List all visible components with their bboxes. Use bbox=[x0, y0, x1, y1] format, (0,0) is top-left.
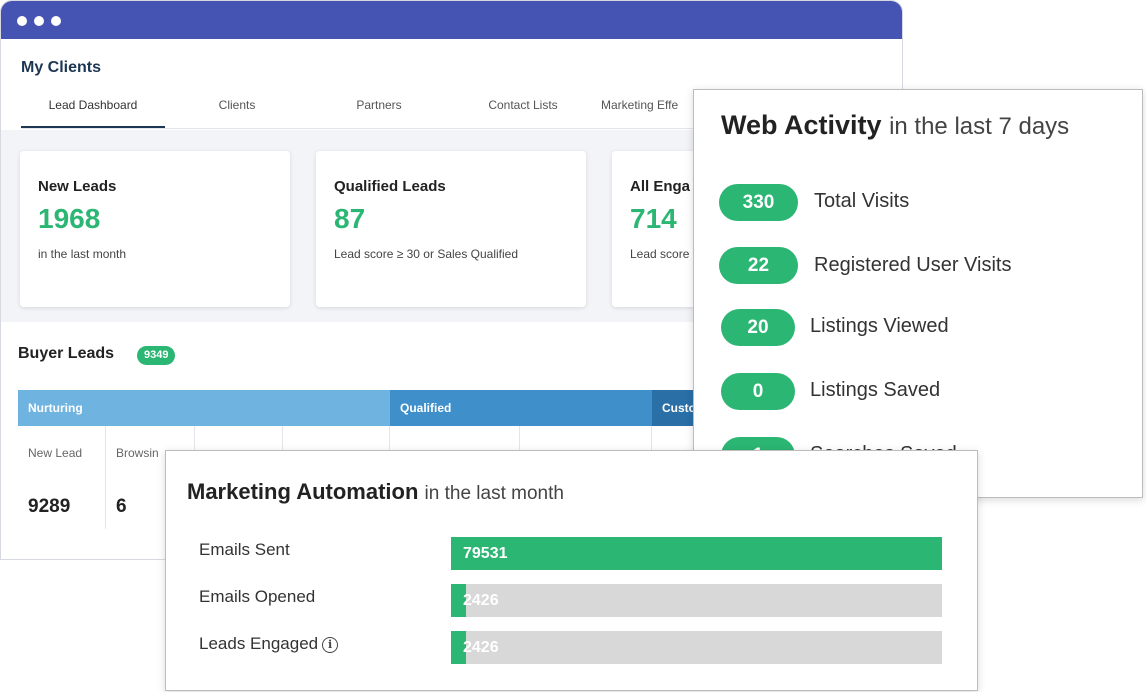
web-activity-label: Listings Viewed bbox=[810, 315, 949, 337]
active-tab-underline bbox=[21, 126, 165, 128]
kpi-value: 714 bbox=[630, 203, 677, 234]
pipeline-column-label: Browsin bbox=[116, 446, 159, 460]
pipeline-column[interactable]: New Lead 9289 bbox=[18, 426, 106, 529]
marketing-row-label: Emails Sent bbox=[199, 540, 290, 559]
web-activity-title: Web Activity in the last 7 days bbox=[721, 110, 1069, 141]
kpi-value: 87 bbox=[334, 203, 366, 234]
marketing-bar-track: 79531 bbox=[451, 537, 942, 570]
web-activity-label: Registered User Visits bbox=[814, 254, 1012, 276]
marketing-bar-track: 2426 bbox=[451, 631, 942, 664]
pipeline-column-value: 6 bbox=[116, 496, 127, 517]
marketing-automation-title: Marketing Automation in the last month bbox=[187, 479, 564, 505]
kpi-label: Qualified Leads bbox=[334, 178, 446, 195]
web-activity-count-pill: 22 bbox=[719, 247, 798, 284]
marketing-row-label-wrap: Leads Engaged i bbox=[199, 634, 339, 654]
web-activity-title-strong: Web Activity bbox=[721, 110, 882, 140]
kpi-card-qualified-leads[interactable]: Qualified Leads 87 Lead score ≥ 30 or Sa… bbox=[316, 151, 586, 307]
kpi-card-new-leads[interactable]: New Leads 1968 in the last month bbox=[20, 151, 290, 307]
marketing-bar-value: 2426 bbox=[463, 592, 499, 609]
tab-marketing-effectiveness[interactable]: Marketing Effe bbox=[601, 98, 679, 112]
stage-header-nurturing[interactable]: Nurturing bbox=[18, 390, 390, 426]
kpi-label: New Leads bbox=[38, 178, 117, 195]
kpi-label: All Enga bbox=[630, 178, 691, 195]
tab-partners[interactable]: Partners bbox=[356, 98, 402, 112]
stage-header-qualified[interactable]: Qualified bbox=[390, 390, 652, 426]
marketing-bar-value: 79531 bbox=[463, 545, 508, 562]
web-activity-count-pill: 330 bbox=[719, 184, 798, 221]
marketing-bar-fill bbox=[451, 537, 942, 570]
marketing-automation-card: Marketing Automation in the last month E… bbox=[165, 450, 978, 691]
tab-bar: Lead Dashboard Clients Partners Contact … bbox=[21, 93, 901, 129]
kpi-subtitle: Lead score ≥ 30 or Sales Qualified bbox=[334, 247, 519, 261]
marketing-automation-title-period: in the last month bbox=[424, 483, 564, 504]
page-title: My Clients bbox=[21, 59, 102, 76]
pipeline-column-label: New Lead bbox=[28, 446, 83, 460]
web-activity-count-pill: 0 bbox=[721, 373, 795, 410]
kpi-value: 1968 bbox=[38, 203, 101, 234]
pipeline-column-value: 9289 bbox=[28, 496, 71, 517]
web-activity-count-pill: 20 bbox=[721, 309, 795, 346]
window-dot-icon bbox=[51, 16, 61, 26]
buyer-leads-count-badge: 9349 bbox=[137, 346, 176, 365]
window-titlebar bbox=[1, 1, 902, 39]
info-icon[interactable]: i bbox=[322, 637, 339, 653]
tab-lead-dashboard[interactable]: Lead Dashboard bbox=[48, 98, 138, 112]
marketing-row-label: Emails Opened bbox=[199, 587, 316, 606]
marketing-bar-fill bbox=[451, 584, 466, 617]
marketing-bar-fill bbox=[451, 631, 466, 664]
kpi-subtitle: Lead score ≥ bbox=[630, 247, 700, 261]
marketing-row-label: Leads Engaged bbox=[199, 634, 319, 653]
web-activity-title-period: in the last 7 days bbox=[889, 113, 1070, 140]
window-dot-icon bbox=[17, 16, 27, 26]
buyer-leads-title: Buyer Leads bbox=[18, 345, 115, 362]
web-activity-label: Listings Saved bbox=[810, 379, 941, 401]
kpi-subtitle: in the last month bbox=[38, 247, 127, 261]
marketing-automation-title-strong: Marketing Automation bbox=[187, 479, 419, 504]
web-activity-label: Total Visits bbox=[814, 190, 910, 212]
tab-clients[interactable]: Clients bbox=[218, 98, 256, 112]
marketing-bar-track: 2426 bbox=[451, 584, 942, 617]
web-activity-card: Web Activity in the last 7 days 330 Tota… bbox=[693, 89, 1143, 498]
marketing-bar-value: 2426 bbox=[463, 639, 499, 656]
tab-contact-lists[interactable]: Contact Lists bbox=[488, 98, 558, 112]
window-dot-icon bbox=[34, 16, 44, 26]
